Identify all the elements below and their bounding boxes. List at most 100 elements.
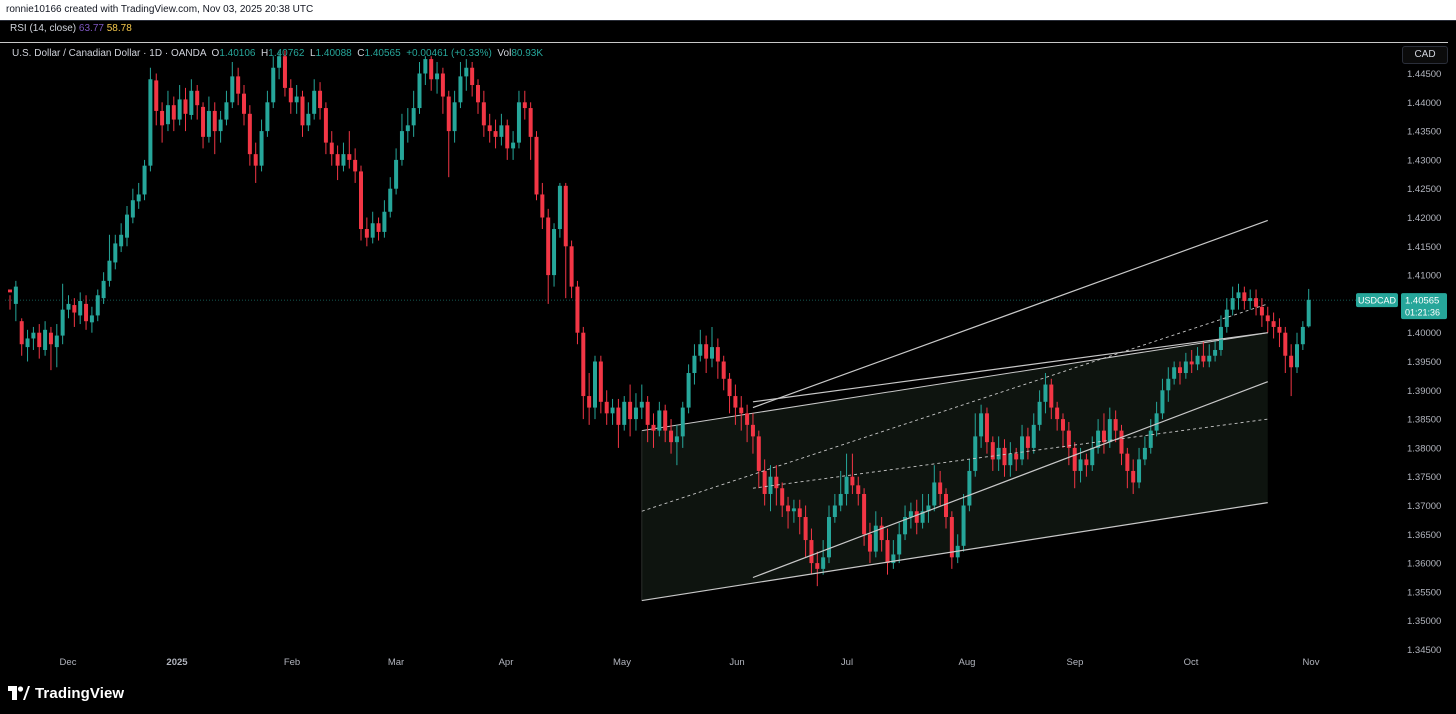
candle[interactable]	[575, 280, 580, 345]
candle[interactable]	[394, 148, 399, 195]
candle[interactable]	[446, 90, 451, 178]
candle[interactable]	[1148, 419, 1153, 454]
candle[interactable]	[1306, 288, 1311, 328]
candle[interactable]	[862, 488, 867, 546]
candle[interactable]	[1061, 413, 1065, 448]
candle[interactable]	[1300, 321, 1305, 350]
candle[interactable]	[1242, 286, 1247, 310]
candle[interactable]	[552, 223, 557, 287]
candle[interactable]	[353, 148, 358, 183]
candle[interactable]	[920, 493, 925, 529]
candle[interactable]	[511, 131, 516, 160]
candle[interactable]	[762, 459, 767, 506]
candle[interactable]	[581, 326, 586, 420]
candle[interactable]	[961, 493, 966, 552]
candle[interactable]	[318, 82, 323, 120]
candle[interactable]	[1072, 442, 1077, 489]
candle[interactable]	[417, 61, 422, 114]
candle[interactable]	[727, 373, 732, 414]
candle[interactable]	[774, 465, 779, 506]
candle[interactable]	[440, 67, 445, 114]
candle[interactable]	[236, 67, 241, 106]
candle[interactable]	[1195, 347, 1200, 371]
rising-support-line[interactable]	[752, 381, 1268, 579]
candle[interactable]	[1020, 424, 1025, 466]
candle[interactable]	[516, 90, 521, 149]
candle[interactable]	[897, 522, 902, 564]
candle[interactable]	[616, 398, 621, 448]
candle[interactable]	[177, 85, 182, 126]
candle[interactable]	[1218, 315, 1223, 356]
candle[interactable]	[1295, 332, 1299, 374]
candle[interactable]	[756, 430, 761, 489]
candle[interactable]	[306, 102, 311, 132]
candle[interactable]	[48, 326, 53, 371]
candle[interactable]	[1096, 419, 1101, 454]
candle[interactable]	[990, 436, 995, 471]
candle[interactable]	[557, 182, 562, 238]
candle[interactable]	[815, 551, 820, 587]
candle[interactable]	[710, 326, 714, 368]
candle[interactable]	[967, 459, 972, 512]
candle[interactable]	[230, 61, 235, 109]
candle[interactable]	[979, 404, 984, 448]
candle[interactable]	[1224, 298, 1229, 333]
candle[interactable]	[628, 384, 633, 437]
candle[interactable]	[13, 280, 18, 322]
candle[interactable]	[78, 292, 83, 325]
candle[interactable]	[1025, 427, 1030, 460]
candle[interactable]	[1090, 436, 1095, 471]
candle[interactable]	[832, 493, 837, 523]
candle[interactable]	[1031, 413, 1036, 454]
candle[interactable]	[780, 482, 785, 518]
candle[interactable]	[171, 96, 176, 132]
candle[interactable]	[1008, 442, 1013, 477]
candle[interactable]	[598, 355, 603, 414]
candle[interactable]	[1271, 312, 1276, 339]
candle[interactable]	[984, 407, 989, 454]
candle[interactable]	[364, 217, 369, 247]
candle[interactable]	[142, 159, 147, 201]
candle[interactable]	[43, 321, 48, 356]
candle[interactable]	[715, 338, 720, 379]
candle[interactable]	[891, 540, 896, 569]
candle[interactable]	[610, 398, 615, 425]
candle[interactable]	[739, 396, 744, 431]
candle[interactable]	[522, 90, 527, 120]
candle[interactable]	[622, 396, 627, 431]
candle[interactable]	[633, 393, 638, 431]
candle[interactable]	[797, 499, 802, 535]
candle[interactable]	[376, 217, 381, 241]
currency-button[interactable]: CAD	[1402, 46, 1448, 64]
candle[interactable]	[312, 79, 317, 120]
candle[interactable]	[563, 182, 568, 299]
lower-channel-line[interactable]	[641, 502, 1268, 602]
candle[interactable]	[218, 110, 223, 143]
candle[interactable]	[329, 131, 334, 166]
candle[interactable]	[1259, 298, 1264, 327]
candle[interactable]	[335, 145, 340, 181]
candle[interactable]	[914, 499, 919, 535]
candle[interactable]	[341, 142, 346, 172]
candle[interactable]	[464, 59, 469, 91]
candle[interactable]	[481, 90, 486, 137]
candle[interactable]	[359, 165, 363, 241]
candle[interactable]	[8, 289, 12, 310]
candle[interactable]	[388, 177, 393, 218]
candle[interactable]	[1160, 378, 1165, 420]
candle[interactable]	[1265, 306, 1270, 333]
candle[interactable]	[856, 476, 861, 506]
candle[interactable]	[154, 73, 159, 126]
candle[interactable]	[1201, 341, 1206, 368]
candle[interactable]	[938, 470, 943, 506]
candle[interactable]	[1131, 459, 1136, 494]
candle[interactable]	[973, 413, 978, 477]
candle[interactable]	[838, 470, 843, 512]
candle[interactable]	[493, 119, 498, 149]
candle[interactable]	[288, 79, 293, 114]
candle[interactable]	[212, 102, 217, 155]
candle[interactable]	[1137, 447, 1142, 489]
candle[interactable]	[1213, 341, 1218, 362]
candle[interactable]	[674, 424, 679, 466]
candle[interactable]	[89, 306, 94, 333]
